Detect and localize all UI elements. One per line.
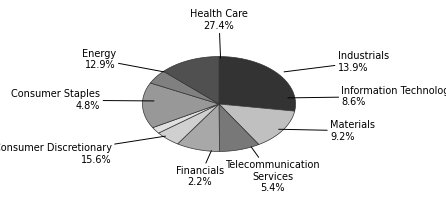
Text: Consumer Staples
4.8%: Consumer Staples 4.8% bbox=[12, 89, 154, 111]
Polygon shape bbox=[219, 57, 296, 111]
Polygon shape bbox=[219, 104, 295, 145]
Polygon shape bbox=[219, 104, 259, 151]
Polygon shape bbox=[164, 57, 219, 104]
Text: Health Care
27.4%: Health Care 27.4% bbox=[190, 9, 248, 58]
Text: Telecommunication
Services
5.4%: Telecommunication Services 5.4% bbox=[225, 147, 320, 193]
Text: Consumer Discretionary
15.6%: Consumer Discretionary 15.6% bbox=[0, 136, 165, 165]
Polygon shape bbox=[142, 83, 219, 128]
Text: Financials
2.2%: Financials 2.2% bbox=[176, 151, 224, 187]
Polygon shape bbox=[158, 104, 219, 144]
Polygon shape bbox=[150, 71, 219, 104]
Polygon shape bbox=[153, 104, 219, 133]
Text: Industrials
13.9%: Industrials 13.9% bbox=[284, 51, 389, 73]
Polygon shape bbox=[178, 104, 219, 151]
Text: Energy
12.9%: Energy 12.9% bbox=[82, 49, 164, 72]
Text: Materials
9.2%: Materials 9.2% bbox=[279, 120, 375, 142]
Text: Information Technology
8.6%: Information Technology 8.6% bbox=[288, 85, 446, 107]
